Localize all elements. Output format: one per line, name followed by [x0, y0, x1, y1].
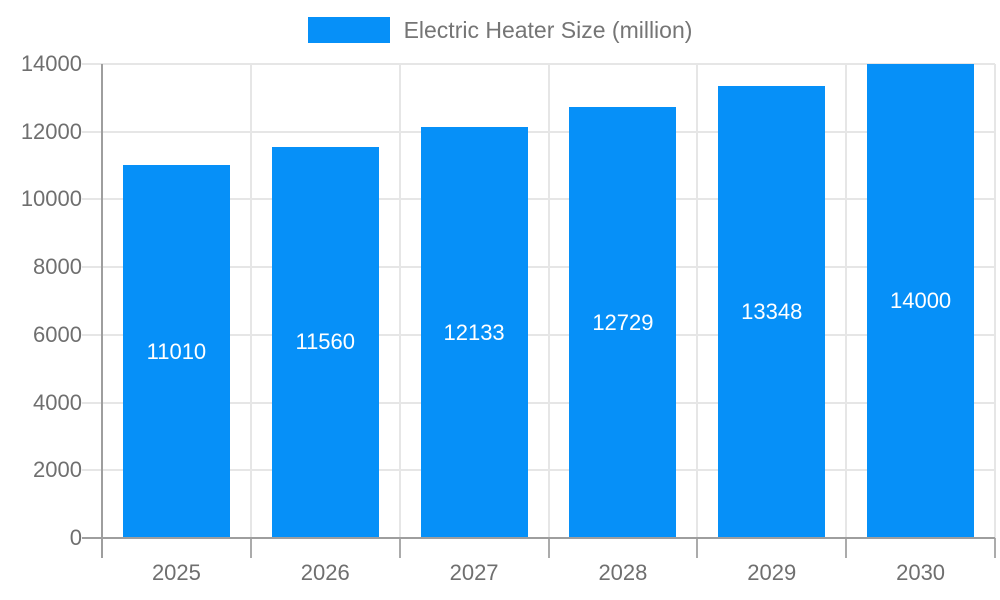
- y-axis-tick: [82, 130, 102, 133]
- legend: Electric Heater Size (million): [0, 16, 1000, 44]
- y-axis-label: 6000: [33, 321, 82, 347]
- x-axis-label: 2025: [151, 560, 201, 585]
- bar[interactable]: [271, 146, 379, 538]
- gridline-vertical: [845, 64, 848, 538]
- y-axis-label: 8000: [33, 254, 82, 280]
- gridline-vertical: [398, 64, 401, 538]
- x-axis-tick: [994, 538, 996, 558]
- bar-value-label: 12133: [443, 319, 505, 345]
- bar[interactable]: [122, 165, 230, 538]
- y-axis-tick: [82, 469, 102, 472]
- y-axis-line: [101, 64, 103, 558]
- y-axis-label: 2000: [33, 457, 82, 483]
- y-axis-label: 10000: [20, 186, 82, 212]
- gridline-vertical: [696, 64, 699, 538]
- y-axis-label: 0: [69, 525, 82, 550]
- x-axis-tick: [845, 538, 848, 558]
- x-axis-tick: [249, 538, 252, 558]
- y-axis-tick: [82, 266, 102, 269]
- y-axis-tick: [82, 63, 102, 65]
- x-axis-label: 2027: [449, 560, 499, 585]
- legend-swatch: [307, 17, 390, 43]
- x-axis-tick: [398, 538, 401, 558]
- x-axis-tick: [547, 538, 550, 558]
- y-axis-label: 12000: [20, 118, 82, 144]
- x-axis-label: 2029: [747, 560, 797, 585]
- y-axis-tick: [82, 198, 102, 201]
- x-axis-label: 2030: [896, 560, 946, 585]
- bar[interactable]: [718, 86, 826, 538]
- y-axis-label: 4000: [33, 389, 82, 415]
- bar-value-label: 12729: [592, 309, 654, 335]
- bar[interactable]: [569, 107, 677, 538]
- gridline-vertical: [994, 64, 996, 538]
- bar-value-label: 11010: [146, 338, 207, 364]
- x-axis-label: 2026: [300, 560, 350, 585]
- x-axis-label: 2028: [598, 560, 648, 585]
- x-axis-line: [82, 537, 995, 539]
- bar-value-label: 13348: [741, 299, 803, 325]
- bar-value-label: 14000: [889, 288, 952, 313]
- gridline-vertical: [547, 64, 550, 538]
- y-axis-tick: [82, 333, 102, 336]
- bar[interactable]: [867, 64, 975, 538]
- gridline-vertical: [249, 64, 252, 538]
- bar-value-label: 11560: [295, 329, 356, 355]
- y-axis-tick: [82, 401, 102, 404]
- x-axis-tick: [696, 538, 699, 558]
- y-axis-label: 14000: [20, 51, 82, 76]
- bar[interactable]: [420, 127, 528, 538]
- legend-label: Electric Heater Size (million): [403, 17, 693, 43]
